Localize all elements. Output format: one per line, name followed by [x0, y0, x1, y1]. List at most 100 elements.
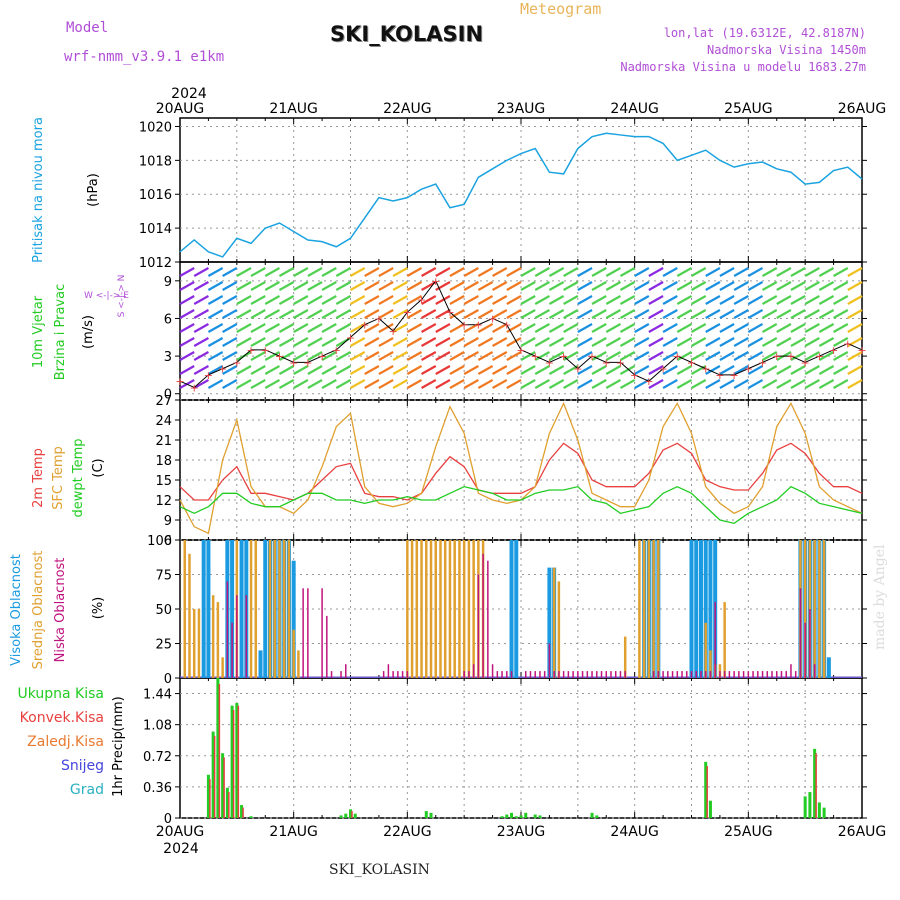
wind-barb [250, 379, 266, 389]
cloud-mid-bar [282, 540, 286, 678]
cloud-high-bar [689, 540, 694, 678]
wind-barb [293, 379, 309, 389]
wind-barb [435, 365, 451, 375]
wind-barb [762, 281, 778, 291]
wind-gust-marker: + [175, 375, 184, 388]
precip-total-bar [230, 705, 234, 818]
wind-barb [605, 337, 621, 347]
wind-barb [563, 309, 579, 319]
cloud-mid-bar [415, 540, 419, 678]
cloud-low-bar [553, 671, 555, 678]
wind-gust-marker: + [531, 350, 540, 363]
cloud-high-bar [263, 540, 268, 678]
wind-barb [278, 295, 295, 305]
wind-barbs-group [179, 267, 863, 389]
wind-barb [506, 365, 522, 375]
wind-barb [463, 267, 479, 277]
wind-barb [548, 281, 565, 291]
wind-barb [392, 267, 408, 277]
wind-barb [236, 337, 252, 347]
wind-barb [833, 281, 849, 291]
wind-gust-marker: + [204, 369, 213, 382]
x-tick-label-bottom: 26AUG [838, 824, 887, 840]
wind-barb [719, 309, 735, 319]
wind-barb [619, 379, 636, 389]
wind-barb [733, 379, 749, 389]
cloud-mid-bar [657, 540, 660, 678]
wind-barb [349, 267, 366, 277]
wind-barb [705, 365, 721, 375]
wind-barb [577, 379, 593, 389]
cloud-mid-bar [723, 602, 726, 678]
wind-barb [648, 295, 664, 305]
wind-barb [563, 337, 579, 347]
wind-barb [719, 323, 735, 333]
wind-barb [847, 365, 863, 375]
wind-barb [804, 379, 820, 389]
wind-compass-we: W <-|-> E [84, 291, 129, 301]
wind-barb [506, 295, 522, 305]
cloud-mid-bar [443, 540, 447, 678]
precip-legend-item: Konvek.Kisa [20, 710, 104, 726]
cloud-low-bar [752, 671, 754, 678]
wind-barb [463, 351, 479, 361]
wind-gust-marker: + [843, 338, 852, 351]
x-tick-label-top: 21AUG [269, 101, 318, 117]
cloud-low-bar [397, 671, 399, 678]
wind-gust-marker: + [772, 350, 781, 363]
cloud-low-bar [690, 671, 693, 678]
wind-barb [477, 351, 494, 361]
cloud-low-bar [321, 588, 323, 678]
wind-barb [591, 379, 607, 389]
wind-barb [520, 365, 536, 375]
wind-barb [719, 267, 735, 277]
cloud-mid-bar [278, 540, 281, 678]
wind-barb [335, 309, 352, 319]
wind-gust-marker: + [829, 344, 838, 357]
wind-barb [222, 323, 238, 333]
wind-barb [349, 337, 366, 347]
wind-barb [548, 337, 565, 347]
wind-gust-marker: + [701, 363, 710, 376]
wind-barb [747, 323, 764, 333]
wind-barb [349, 309, 366, 319]
wind-barb [449, 295, 465, 305]
lonlat-text: lon,lat (19.6312E, 42.8187N) [663, 26, 866, 40]
cloud-high-bar [206, 540, 211, 678]
cloud-mid-bar [467, 540, 471, 678]
cloud-mid-bar [623, 636, 627, 678]
wind-barb [676, 337, 693, 347]
wind-barb [747, 295, 764, 305]
wind-barb [662, 267, 678, 277]
wind-barb [250, 309, 266, 319]
wind-barb [349, 323, 366, 333]
wind-barb [690, 323, 707, 333]
wind-barb [293, 323, 309, 333]
wind-barb [449, 323, 465, 333]
wind-barb [790, 351, 806, 361]
wind-barb [321, 365, 337, 375]
wind-gust-marker: + [190, 381, 199, 394]
wind-barb [634, 309, 650, 319]
wind-barb [818, 295, 835, 305]
wind-barb [520, 323, 536, 333]
wind-barb [406, 379, 423, 389]
pressure-line [179, 132, 863, 258]
cloud-low-bar [477, 574, 480, 678]
cloud-low-bar [506, 671, 508, 678]
wind-barb [435, 267, 451, 277]
wind-barb [222, 309, 238, 319]
cloud-low-bar [529, 671, 532, 678]
x-tick-label-top: 26AUG [838, 101, 887, 117]
wind-barb [250, 337, 266, 347]
y-tick-label: 6 [164, 534, 172, 549]
wind-barb [449, 281, 465, 291]
wind-barb [293, 337, 309, 347]
wind-barb [563, 295, 579, 305]
wind-gust-marker: + [644, 375, 653, 388]
cloud-low-bar [382, 671, 385, 678]
wind-barb [747, 281, 764, 291]
wind-barb [179, 267, 195, 277]
wind-barb [719, 379, 735, 389]
wind-gust-marker: + [474, 319, 483, 332]
